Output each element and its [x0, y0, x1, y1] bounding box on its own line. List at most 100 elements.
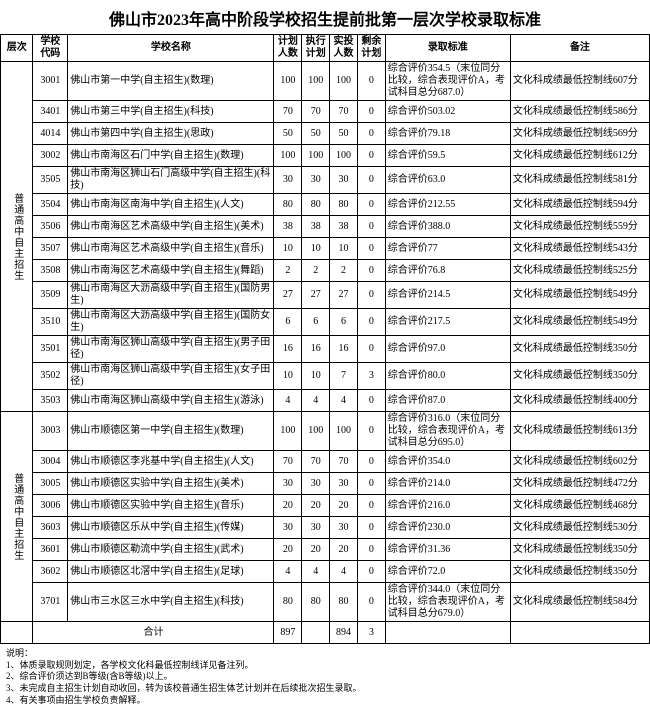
code-cell: 3505	[33, 167, 68, 194]
exec-cell: 70	[302, 451, 330, 473]
level-label: 普通高中自主招生	[11, 193, 23, 281]
table-row: 3002佛山市南海区石门中学(自主招生)(数理)1001001000综合评价59…	[1, 145, 650, 167]
actual-cell: 10	[330, 238, 358, 260]
name-cell: 佛山市南海区艺术高级中学(自主招生)(舞蹈)	[68, 260, 274, 282]
remain-cell: 0	[357, 194, 385, 216]
remain-cell: 0	[357, 101, 385, 123]
table-row: 3505佛山市南海区狮山石门高级中学(自主招生)(科技)3030300综合评价6…	[1, 167, 650, 194]
table-row: 3602佛山市顺德区北滘中学(自主招生)(足球)4440综合评价72.0文化科成…	[1, 561, 650, 583]
note-line: 1、体质录取规则划定，各学校文化科最低控制线详见备注列。	[6, 660, 644, 672]
std-cell: 综合评价31.36	[385, 539, 510, 561]
table-row: 普通高中自主招生3001佛山市第一中学(自主招生)(数理)1001001000综…	[1, 62, 650, 101]
admission-table: 层次 学校代码 学校名称 计划人数 执行计划 实投人数 剩余计划 录取标准 备注…	[0, 34, 650, 644]
table-row: 3504佛山市南海区南海中学(自主招生)(人文)8080800综合评价212.5…	[1, 194, 650, 216]
plan-cell: 4	[274, 561, 302, 583]
exec-cell: 80	[302, 583, 330, 622]
table-row: 3004佛山市顺德区李兆基中学(自主招生)(人文)7070700综合评价354.…	[1, 451, 650, 473]
table-row: 3509佛山市南海区大沥高级中学(自主招生)(国防男生)2727270综合评价2…	[1, 282, 650, 309]
std-cell: 综合评价214.0	[385, 473, 510, 495]
total-row: 合计8978943	[1, 622, 650, 644]
actual-cell: 2	[330, 260, 358, 282]
total-actual: 894	[330, 622, 358, 644]
code-cell: 3510	[33, 309, 68, 336]
note-line: 3、未完成自主招生计划自动收回，转为该校普通生招生体艺计划并在后续批次招生录取。	[6, 683, 644, 695]
std-cell: 综合评价77	[385, 238, 510, 260]
remain-cell: 0	[357, 145, 385, 167]
total-plan: 897	[274, 622, 302, 644]
table-row: 4014佛山市第四中学(自主招生)(思政)5050500综合评价79.18文化科…	[1, 123, 650, 145]
exec-cell: 30	[302, 473, 330, 495]
remark-cell: 文化科成绩最低控制线613分	[510, 412, 649, 451]
exec-cell: 100	[302, 62, 330, 101]
table-row: 3506佛山市南海区艺术高级中学(自主招生)(美术)3838380综合评价388…	[1, 216, 650, 238]
remark-cell: 文化科成绩最低控制线350分	[510, 561, 649, 583]
actual-cell: 30	[330, 517, 358, 539]
plan-cell: 70	[274, 451, 302, 473]
total-exec	[302, 622, 330, 644]
name-cell: 佛山市顺德区北滘中学(自主招生)(足球)	[68, 561, 274, 583]
table-row: 3005佛山市顺德区实验中学(自主招生)(美术)3030300综合评价214.0…	[1, 473, 650, 495]
code-cell: 3508	[33, 260, 68, 282]
plan-cell: 30	[274, 473, 302, 495]
plan-cell: 70	[274, 101, 302, 123]
code-cell: 3005	[33, 473, 68, 495]
code-cell: 3006	[33, 495, 68, 517]
name-cell: 佛山市南海区艺术高级中学(自主招生)(音乐)	[68, 238, 274, 260]
remark-cell: 文化科成绩最低控制线569分	[510, 123, 649, 145]
std-cell: 综合评价59.5	[385, 145, 510, 167]
actual-cell: 38	[330, 216, 358, 238]
actual-cell: 16	[330, 336, 358, 363]
std-cell: 综合评价344.0（末位同分比较，综合表现评价A，考试科目总分679.0）	[385, 583, 510, 622]
plan-cell: 2	[274, 260, 302, 282]
col-actual: 实投人数	[330, 35, 358, 62]
name-cell: 佛山市南海区艺术高级中学(自主招生)(美术)	[68, 216, 274, 238]
page-title: 佛山市2023年高中阶段学校招生提前批第一层次学校录取标准	[0, 0, 650, 34]
exec-cell: 10	[302, 238, 330, 260]
code-cell: 3701	[33, 583, 68, 622]
level-cell: 普通高中自主招生	[1, 412, 33, 622]
std-cell: 综合评价80.0	[385, 363, 510, 390]
remain-cell: 0	[357, 539, 385, 561]
plan-cell: 16	[274, 336, 302, 363]
remain-cell: 0	[357, 412, 385, 451]
header-row: 层次 学校代码 学校名称 计划人数 执行计划 实投人数 剩余计划 录取标准 备注	[1, 35, 650, 62]
remark-cell: 文化科成绩最低控制线602分	[510, 451, 649, 473]
table-row: 3501佛山市南海区狮山高级中学(自主招生)(男子田径)1616160综合评价9…	[1, 336, 650, 363]
note-line: 2、综合评价须达到B等级(含B等级)以上。	[6, 671, 644, 683]
code-cell: 3401	[33, 101, 68, 123]
code-cell: 4014	[33, 123, 68, 145]
remark-cell: 文化科成绩最低控制线350分	[510, 363, 649, 390]
remain-cell: 0	[357, 216, 385, 238]
exec-cell: 100	[302, 145, 330, 167]
remark-cell: 文化科成绩最低控制线530分	[510, 517, 649, 539]
exec-cell: 100	[302, 412, 330, 451]
name-cell: 佛山市南海区大沥高级中学(自主招生)(国防男生)	[68, 282, 274, 309]
actual-cell: 6	[330, 309, 358, 336]
std-cell: 综合评价354.5（末位同分比较，综合表现评价A，考试科目总分687.0）	[385, 62, 510, 101]
name-cell: 佛山市南海区狮山高级中学(自主招生)(游泳)	[68, 390, 274, 412]
remain-cell: 0	[357, 238, 385, 260]
std-cell: 综合评价76.8	[385, 260, 510, 282]
name-cell: 佛山市第四中学(自主招生)(思政)	[68, 123, 274, 145]
plan-cell: 30	[274, 167, 302, 194]
remark-cell: 文化科成绩最低控制线584分	[510, 583, 649, 622]
table-row: 3401佛山市第三中学(自主招生)(科技)7070700综合评价503.02文化…	[1, 101, 650, 123]
actual-cell: 4	[330, 390, 358, 412]
std-cell: 综合评价216.0	[385, 495, 510, 517]
remain-cell: 0	[357, 309, 385, 336]
plan-cell: 20	[274, 495, 302, 517]
remain-cell: 0	[357, 390, 385, 412]
exec-cell: 10	[302, 363, 330, 390]
remark-cell: 文化科成绩最低控制线350分	[510, 539, 649, 561]
table-row: 3603佛山市顺德区乐从中学(自主招生)(传媒)3030300综合评价230.0…	[1, 517, 650, 539]
total-label: 合计	[33, 622, 274, 644]
remark-cell: 文化科成绩最低控制线468分	[510, 495, 649, 517]
remark-cell: 文化科成绩最低控制线543分	[510, 238, 649, 260]
table-row: 3503佛山市南海区狮山高级中学(自主招生)(游泳)4440综合评价87.0文化…	[1, 390, 650, 412]
exec-cell: 2	[302, 260, 330, 282]
std-cell: 综合评价87.0	[385, 390, 510, 412]
remain-cell: 0	[357, 473, 385, 495]
note-line: 4、有关事项由招生学校负责解释。	[6, 695, 644, 707]
total-remark	[510, 622, 649, 644]
remain-cell: 0	[357, 62, 385, 101]
